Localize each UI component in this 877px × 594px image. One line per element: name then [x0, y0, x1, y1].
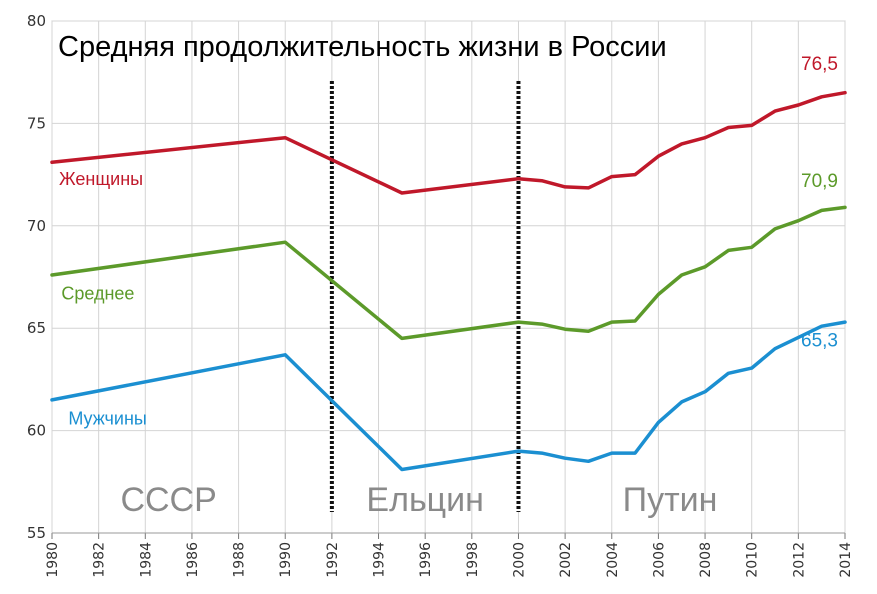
- x-tick-label: 1980: [45, 542, 61, 578]
- x-tick-label: 2012: [791, 542, 807, 578]
- x-tick-label: 2000: [511, 542, 527, 578]
- x-tick-label: 1998: [465, 542, 481, 578]
- series-name-label: Среднее: [61, 284, 134, 304]
- x-tick-label: 1982: [92, 542, 108, 578]
- x-tick-label: 1986: [185, 542, 201, 578]
- series-end-value-label: 65,3: [801, 331, 838, 352]
- x-tick-label: 2006: [651, 542, 667, 578]
- x-tick-label: 2014: [838, 542, 854, 578]
- x-tick-label: 1994: [372, 542, 388, 578]
- x-tick-label: 2004: [605, 542, 621, 578]
- series-labels: Женщины 76,5 Среднее 70,9 Мужчины 65,3: [59, 54, 838, 428]
- series-name-label: Мужчины: [68, 408, 147, 428]
- x-tick-label: 2008: [698, 542, 714, 578]
- x-tick-label: 1988: [232, 542, 248, 578]
- era-dividers: [329, 81, 521, 512]
- plot-area: [51, 20, 846, 534]
- era-label: СССР: [120, 481, 216, 519]
- era-label: Ельцин: [366, 481, 483, 519]
- series-end-value-label: 70,9: [801, 171, 838, 192]
- series-lines: [50, 90, 847, 472]
- series-line-2: [50, 320, 847, 472]
- y-tick-label: 60: [27, 422, 46, 440]
- y-tick-label: 55: [27, 524, 46, 542]
- x-tick-label: 1992: [325, 542, 341, 578]
- series-line-1: [50, 205, 847, 341]
- series-name-label: Женщины: [59, 169, 143, 189]
- x-tick-label: 1996: [418, 542, 434, 578]
- axes: 55 60 65 70 75 80 1980 1982 1984 1986 1988 1990 1992…: [27, 12, 854, 578]
- y-tick-label: 75: [27, 114, 46, 132]
- era-labels: СССР Ельцин Путин: [120, 481, 717, 519]
- y-tick-label: 65: [27, 319, 46, 337]
- x-tick-label: 2002: [558, 542, 574, 578]
- era-label: Путин: [623, 481, 718, 519]
- x-tick-label: 2010: [745, 542, 761, 578]
- series-line-0: [50, 90, 847, 195]
- chart-title: Средняя продолжительность жизни в России: [58, 31, 667, 63]
- x-tick-label: 1990: [278, 542, 294, 578]
- series-end-value-label: 76,5: [801, 54, 838, 75]
- grid: [51, 20, 846, 534]
- y-tick-label: 80: [27, 12, 46, 30]
- y-tick-label: 70: [27, 217, 46, 235]
- x-tick-label: 1984: [138, 542, 154, 578]
